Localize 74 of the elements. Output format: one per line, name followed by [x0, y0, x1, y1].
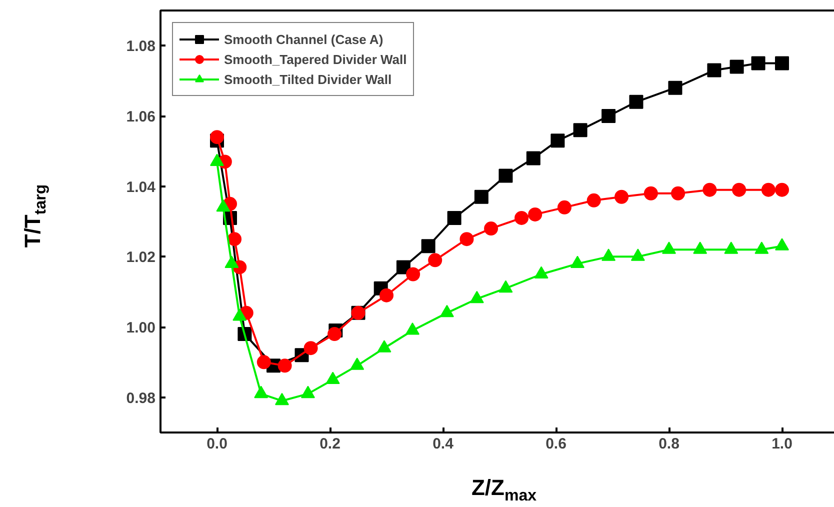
point — [350, 358, 364, 370]
legend-label: Smooth_Tilted Divider Wall — [224, 72, 392, 86]
point — [232, 308, 247, 321]
point — [775, 238, 789, 250]
y-tick-label: 1.08 — [126, 38, 156, 56]
point — [377, 340, 392, 352]
x-tick-label: 1.0 — [772, 436, 792, 452]
y-tick-label: 1.00 — [126, 320, 156, 336]
point — [380, 288, 394, 302]
point — [528, 207, 542, 222]
point — [470, 290, 484, 304]
point — [573, 123, 588, 138]
point — [724, 242, 738, 254]
point — [550, 134, 565, 148]
point — [514, 210, 529, 225]
point — [702, 182, 717, 197]
point — [668, 80, 682, 95]
point — [775, 56, 789, 70]
point — [405, 322, 420, 335]
point — [775, 182, 789, 197]
point — [662, 242, 676, 254]
y-tick-label: 1.06 — [126, 108, 156, 126]
x-tick-label: 0.2 — [320, 436, 340, 452]
point — [447, 210, 462, 225]
point — [498, 280, 513, 293]
point — [406, 267, 420, 282]
y-tick-label: 1.02 — [126, 249, 156, 266]
point — [224, 256, 239, 268]
point — [278, 358, 292, 373]
y-tick-label: 1.04 — [126, 178, 156, 196]
x-tick-label: 0.4 — [432, 436, 454, 452]
point — [693, 242, 708, 254]
x-tick-label: 0.6 — [546, 436, 566, 452]
point — [629, 94, 644, 109]
point — [274, 392, 289, 406]
point — [228, 232, 242, 246]
point — [254, 386, 268, 398]
point — [526, 151, 540, 166]
point — [498, 168, 513, 183]
point — [671, 186, 686, 200]
point — [440, 304, 454, 318]
point — [754, 242, 769, 254]
y-tick-label: 0.98 — [126, 390, 156, 407]
point — [328, 327, 342, 342]
point — [602, 248, 616, 261]
point — [570, 256, 584, 268]
point — [326, 372, 340, 384]
point — [557, 200, 572, 214]
point — [474, 190, 488, 204]
point — [630, 248, 645, 261]
point — [484, 222, 498, 236]
x-tick-label: 0.0 — [206, 436, 228, 452]
point — [707, 63, 722, 78]
point — [644, 186, 658, 200]
point — [614, 190, 629, 204]
point — [304, 341, 318, 356]
x-tick-label: 0.8 — [658, 436, 680, 452]
point — [460, 232, 474, 246]
point — [256, 355, 271, 370]
legend-label: Smooth_Tapered Divider Wall — [224, 52, 407, 66]
point — [421, 239, 436, 254]
x-axis-title: Z/Z$_{max}$ — [470, 474, 538, 506]
point — [732, 182, 746, 197]
point — [396, 260, 410, 274]
point — [586, 193, 601, 208]
point — [534, 266, 548, 279]
point — [210, 130, 224, 144]
point — [602, 109, 616, 123]
point — [761, 182, 776, 197]
legend-label: Smooth Channel (Case A) — [224, 32, 384, 46]
point — [428, 253, 442, 268]
point — [751, 56, 766, 70]
point — [300, 386, 315, 398]
point — [730, 60, 744, 74]
